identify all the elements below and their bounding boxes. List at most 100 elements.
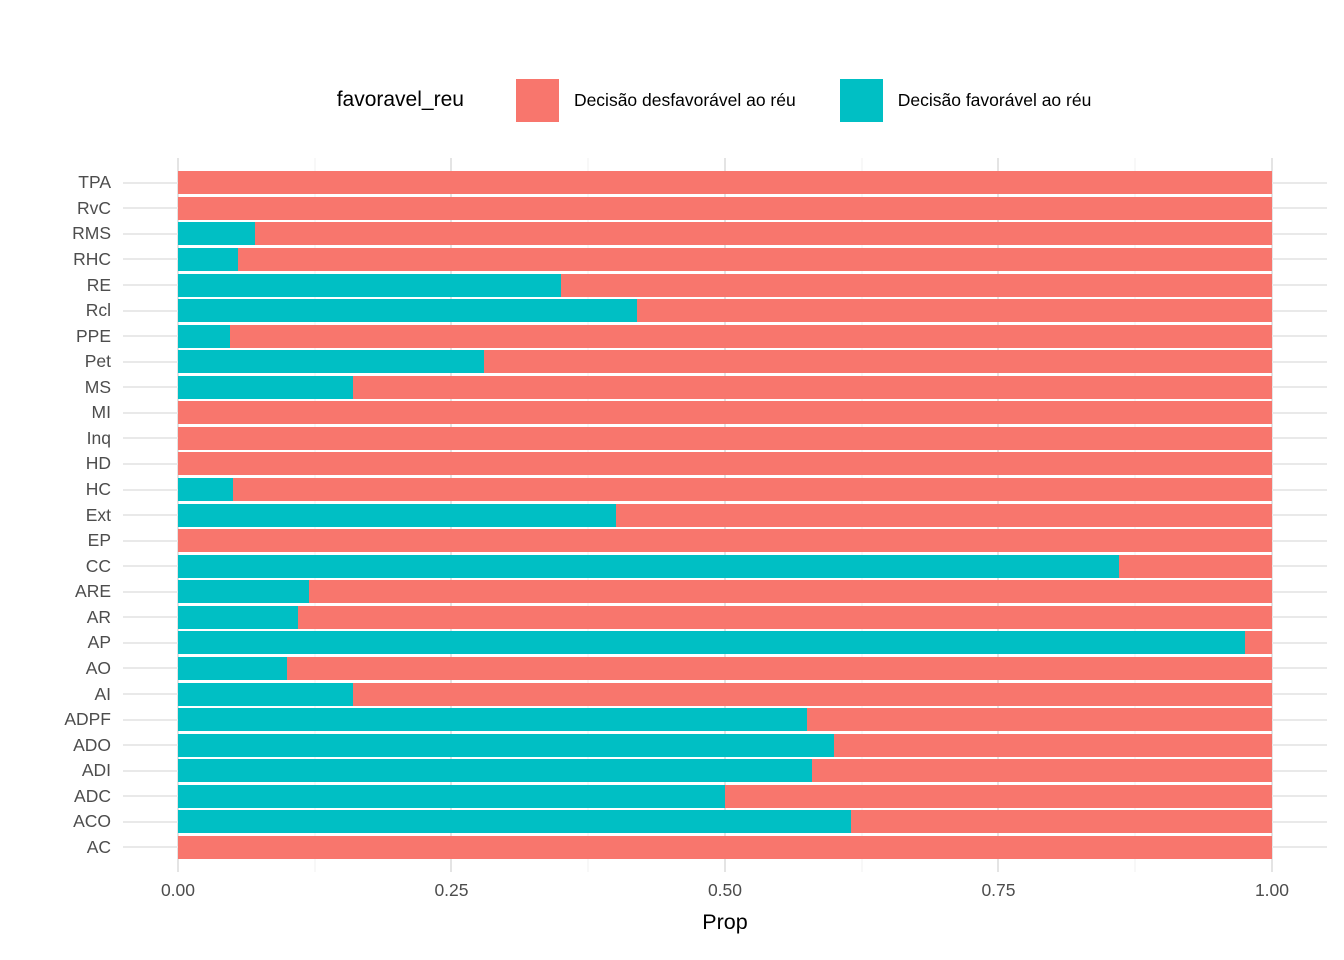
bar-segment <box>353 682 1272 706</box>
y-tick-label: Pet <box>84 351 111 372</box>
bar-segment <box>353 375 1272 399</box>
y-tick-label: HD <box>85 453 111 474</box>
y-tick-label: AI <box>94 683 111 704</box>
y-tick-label: RE <box>86 274 111 295</box>
bar-segment <box>177 656 288 680</box>
bar-segment <box>177 682 354 706</box>
y-tick-label: Inq <box>86 427 111 448</box>
bar-row <box>123 272 1327 298</box>
legend-items: Decisão desfavorável ao réu Decisão favor… <box>494 78 1113 122</box>
stacked-bar <box>177 759 1272 783</box>
legend-swatch <box>839 78 883 122</box>
bar-row <box>123 400 1327 426</box>
stacked-bar <box>177 478 1272 502</box>
stacked-bar <box>177 426 1272 450</box>
bar-row <box>123 298 1327 324</box>
y-axis-labels: TPA RvC RMS RHC RE Rcl PPE Pet MS MI Inq HD HC Ext EP C… <box>0 158 111 872</box>
bar-segment <box>724 784 1272 808</box>
y-tick-label: MS <box>84 376 111 397</box>
x-tick-label: 0.50 <box>707 880 743 900</box>
y-tick-label: RHC <box>73 248 111 269</box>
bar-row <box>123 553 1327 579</box>
y-tick-label: ADO <box>73 734 111 755</box>
x-tick-label: 0.25 <box>434 880 469 900</box>
bar-segment <box>177 375 354 399</box>
bar-segment <box>177 708 808 732</box>
stacked-bar <box>177 222 1272 246</box>
y-tick-label: HC <box>85 479 111 500</box>
y-tick-label: ACO <box>73 811 111 832</box>
legend-item: Decisão favorável ao réu <box>839 78 1091 122</box>
x-tick-label: 1.00 <box>1254 880 1290 900</box>
bar-row <box>123 323 1327 349</box>
bar-segment <box>177 452 1272 476</box>
bar-segment <box>177 835 1272 859</box>
stacked-bar <box>177 401 1272 425</box>
legend: favoravel_reu Decisão desfavorável ao ré… <box>123 72 1327 128</box>
legend-title: favoravel_reu <box>336 88 464 111</box>
bar-row <box>123 170 1327 196</box>
bar-row <box>123 247 1327 273</box>
bar-segment <box>177 759 813 783</box>
bar-row <box>123 426 1327 452</box>
y-tick-label: RMS <box>72 223 111 244</box>
stacked-bar <box>177 247 1272 271</box>
stacked-bar <box>177 273 1272 297</box>
stacked-bar <box>177 835 1272 859</box>
y-tick-label: PPE <box>75 325 111 346</box>
bar-row <box>123 784 1327 810</box>
bar-row <box>123 579 1327 605</box>
bar-segment <box>850 810 1272 834</box>
stacked-bar <box>177 580 1272 604</box>
bar-row <box>123 630 1327 656</box>
bar-segment <box>177 784 725 808</box>
bar-segment <box>1244 631 1272 655</box>
y-tick-label: EP <box>87 530 111 551</box>
bar-segment <box>177 580 310 604</box>
stacked-bar <box>177 503 1272 527</box>
legend-item: Decisão desfavorável ao réu <box>515 78 796 122</box>
bar-row <box>123 221 1327 247</box>
bar-segment <box>309 580 1272 604</box>
stacked-bar <box>177 605 1272 629</box>
bar-segment <box>177 401 1272 425</box>
bar-segment <box>637 299 1272 323</box>
stacked-bar <box>177 299 1272 323</box>
y-tick-label: AR <box>86 606 111 627</box>
y-tick-label: TPA <box>78 172 111 193</box>
bar-row <box>123 809 1327 835</box>
stacked-bar <box>177 324 1272 348</box>
y-tick-label: CC <box>85 555 111 576</box>
bar-segment <box>484 350 1272 374</box>
bar-segment <box>177 810 851 834</box>
bar-row <box>123 451 1327 477</box>
stacked-bar <box>177 810 1272 834</box>
stacked-bar <box>177 631 1272 655</box>
bar-row <box>123 656 1327 682</box>
stacked-bar <box>177 708 1272 732</box>
legend-swatch <box>515 78 559 122</box>
bar-segment <box>615 503 1272 527</box>
bar-segment <box>177 171 1272 195</box>
y-tick-label: ADC <box>74 785 111 806</box>
y-tick-label: ADI <box>81 760 111 781</box>
bar-segment <box>177 554 1119 578</box>
stacked-bar <box>177 656 1272 680</box>
stacked-bar <box>177 375 1272 399</box>
bar-row <box>123 502 1327 528</box>
x-axis-title: Prop <box>702 910 748 934</box>
x-tick-label: 0.75 <box>981 880 1016 900</box>
bar-row <box>123 196 1327 222</box>
y-tick-label: ARE <box>75 581 111 602</box>
bar-segment <box>230 324 1272 348</box>
bar-segment <box>177 733 835 757</box>
bar-segment <box>560 273 1272 297</box>
x-tick-label: 0.00 <box>160 880 196 900</box>
bar-segment <box>177 631 1245 655</box>
bar-segment <box>254 222 1272 246</box>
bar-row <box>123 349 1327 375</box>
bar-segment <box>287 656 1272 680</box>
bar-row <box>123 477 1327 503</box>
y-tick-label: Rcl <box>85 300 111 321</box>
y-tick-label: AO <box>85 657 111 678</box>
